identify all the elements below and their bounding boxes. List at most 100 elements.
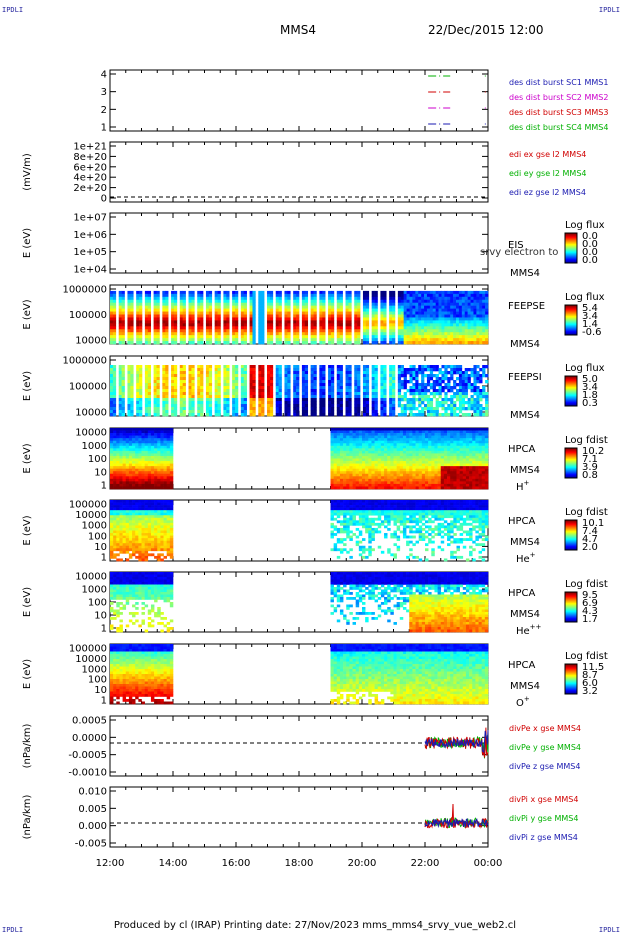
spectrogram-cell (456, 368, 460, 372)
spectrogram-cell (330, 486, 334, 490)
spectrogram-cell (349, 440, 353, 444)
spectrogram-cell (287, 410, 291, 414)
spectrogram-cell (232, 368, 236, 372)
colorbar-tick-label: 5.0 (582, 374, 598, 385)
spectrogram-cell (348, 290, 352, 295)
spectrogram-cell (240, 296, 245, 301)
spectrogram-cell (135, 486, 139, 490)
spectrogram-cell (240, 389, 245, 393)
spectrogram-cell (336, 368, 341, 372)
spectrogram-cell (188, 296, 192, 301)
spectrogram-cell (429, 341, 434, 345)
spectrogram-cell (464, 407, 468, 411)
spectrogram-cell (157, 430, 161, 434)
spectrogram-cell (485, 320, 489, 324)
spectrogram-cell (121, 365, 125, 369)
spectrogram-cell (409, 413, 413, 417)
spectrogram-cell (136, 383, 140, 387)
spectrogram-cell (339, 471, 344, 475)
spectrogram-cell (208, 302, 213, 306)
spectrogram-cell (113, 458, 117, 462)
y-tick-label: 100000 (69, 500, 107, 511)
spectrogram-cell (346, 435, 350, 439)
spectrogram-cell (319, 305, 323, 309)
spectrogram-cell (365, 435, 369, 439)
spectrogram-cell (132, 430, 136, 434)
spectrogram-cell (139, 371, 143, 375)
spectrogram-cell (144, 481, 149, 485)
spectrogram-cell (330, 386, 335, 390)
spectrogram-cell (171, 413, 175, 417)
spectrogram-cell (132, 486, 136, 490)
spectrogram-cell (387, 476, 391, 480)
spectrogram-cell (296, 338, 300, 342)
y-tick-label: 10000 (75, 408, 107, 419)
spectrogram-cell (425, 478, 429, 482)
spectrogram-cell (432, 293, 436, 298)
spectrogram-cell (275, 317, 279, 321)
spectrogram-cell (409, 445, 413, 449)
spectrogram-cell (397, 329, 402, 333)
spectrogram-cell (467, 335, 471, 339)
instrument-label: HPCA (508, 444, 536, 455)
spectrogram-cell (447, 389, 451, 393)
spectrogram-cell (217, 338, 221, 342)
spectrogram-cell (387, 433, 391, 436)
spectrogram-cell (440, 476, 445, 480)
spectrogram-cell (328, 305, 332, 309)
spectrogram-cell (200, 314, 204, 318)
spectrogram-cell (249, 320, 253, 324)
spectrogram-cell (470, 323, 474, 327)
spectrogram-cell (435, 401, 439, 405)
spectrogram-cell (278, 326, 282, 330)
spectrogram-cell (214, 335, 218, 339)
spectrogram-cell (249, 338, 253, 342)
spectrogram-cell (223, 293, 227, 298)
spectrogram-cell (330, 317, 335, 321)
spectrogram-cell (125, 450, 130, 454)
spectrogram-cell (365, 453, 369, 457)
spectrogram-cell (156, 365, 160, 369)
spectrogram-cell (365, 448, 369, 452)
spectrogram-cell (110, 478, 114, 482)
spectrogram-cell (473, 380, 477, 384)
spectrogram-cell (390, 476, 394, 480)
spectrogram-cell (392, 299, 396, 303)
spectrogram-cell (287, 320, 291, 324)
spectrogram-cell (415, 486, 419, 490)
spectrogram-cell (304, 338, 309, 342)
spectrogram-cell (293, 368, 297, 372)
spectrogram-cell (284, 341, 288, 345)
spectrogram-cell (284, 326, 288, 330)
spectrogram-cell (278, 389, 282, 393)
spectrogram-cell (330, 445, 334, 449)
spectrogram-cell (138, 481, 142, 485)
spectrogram-cell (208, 386, 213, 390)
spectrogram-cell (322, 311, 326, 315)
spectrogram-cell (144, 389, 149, 393)
spectrogram-cell (275, 302, 279, 306)
spectrogram-cell (426, 383, 431, 387)
spectrogram-cell (243, 326, 247, 330)
spectrogram-cell (217, 383, 221, 387)
spectrogram-cell (278, 383, 282, 387)
spectrogram-cell (296, 308, 300, 312)
spectrogram-cell (171, 335, 175, 339)
spectrogram-cell (444, 368, 448, 372)
spectrogram-cell (313, 308, 317, 312)
spectrogram-cell (116, 463, 120, 467)
spectrogram-cell (371, 476, 375, 480)
spectrogram-cell (147, 380, 152, 384)
spectrogram-cell (435, 314, 439, 318)
spectrogram-cell (354, 392, 358, 396)
spectrogram-cell (406, 308, 410, 312)
spectrogram-cell (112, 413, 117, 417)
spectrogram-cell (293, 338, 297, 342)
spectrogram-cell (485, 326, 489, 330)
spectrogram-cell (380, 323, 384, 327)
spectrogram-cell (402, 445, 407, 449)
spectrogram-cell (330, 299, 335, 303)
spectrogram-cell (275, 395, 279, 399)
spectrogram-cell (467, 317, 471, 321)
spectrogram-cell (156, 374, 160, 378)
